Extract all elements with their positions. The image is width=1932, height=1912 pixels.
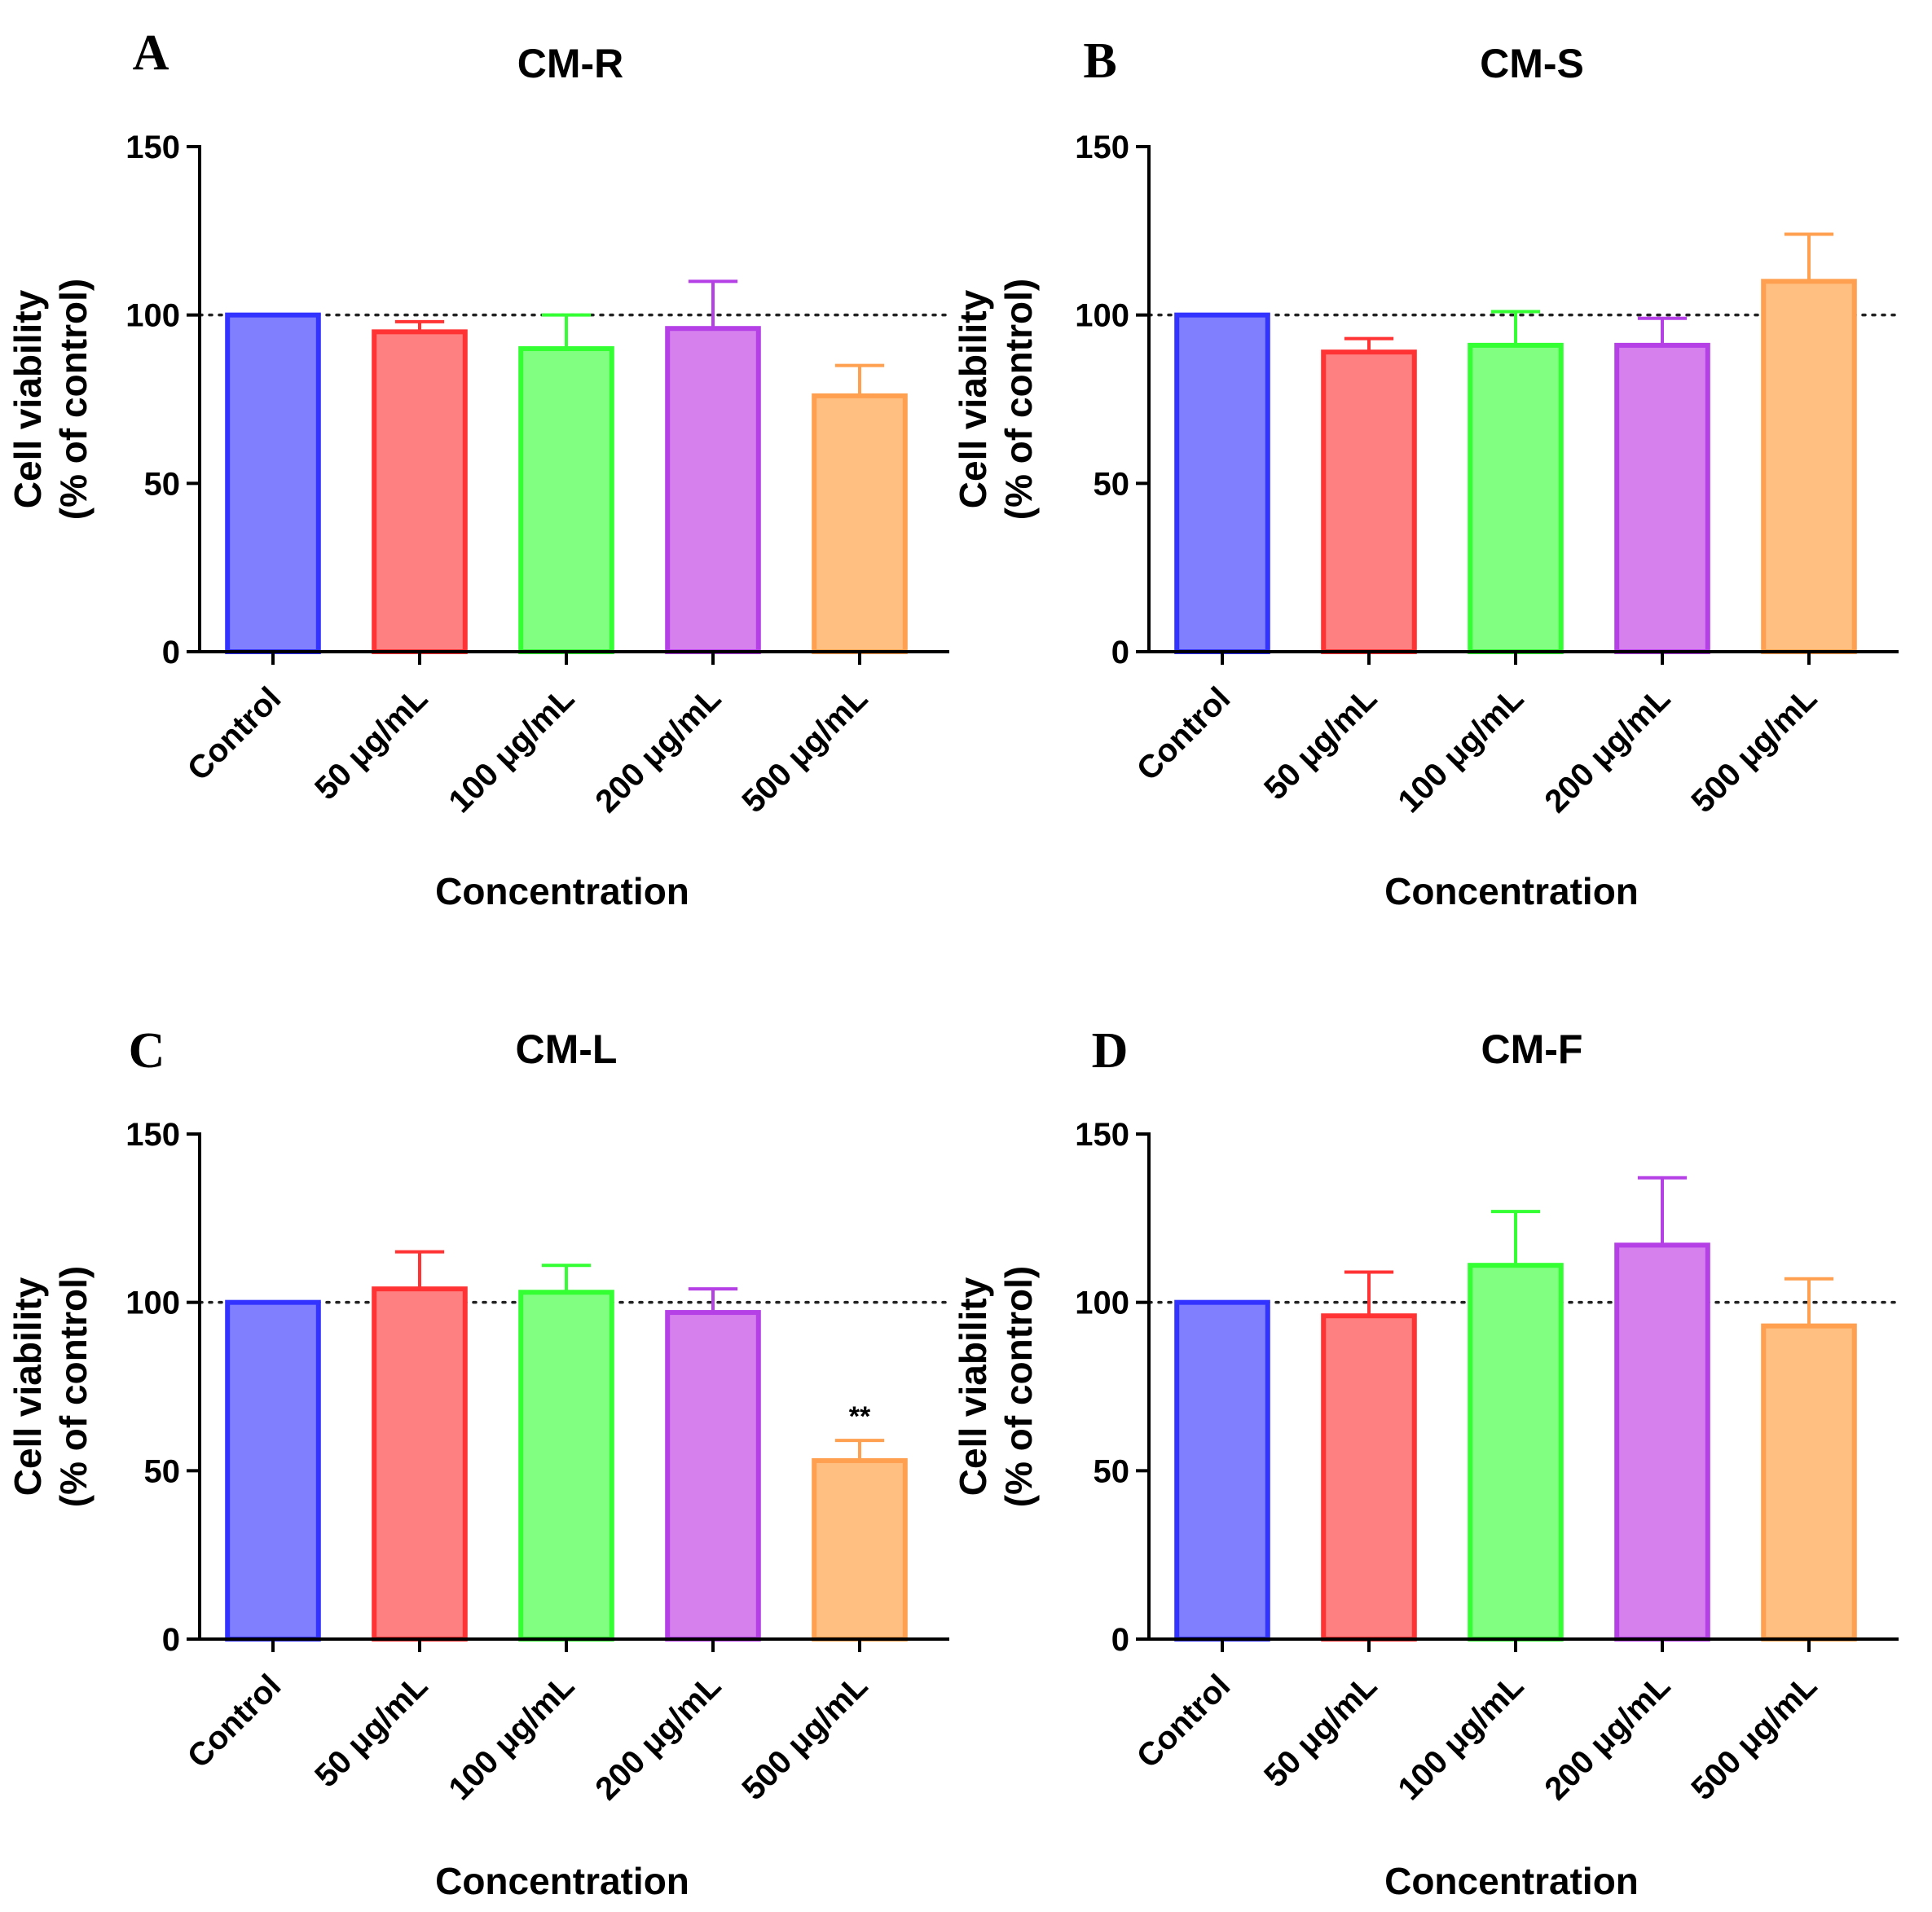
bar-4 — [1614, 1242, 1710, 1642]
y-tick-label: 150 — [125, 1117, 180, 1153]
bar-3 — [518, 1290, 614, 1642]
y-tick-label: 50 — [1094, 466, 1130, 502]
y-tick-label: 100 — [125, 298, 180, 334]
x-tick-label: 200 μg/mL — [1538, 680, 1677, 820]
y-tick-label: 0 — [162, 635, 180, 670]
x-tick-label: 100 μg/mL — [442, 1668, 581, 1807]
bar-5 — [812, 393, 908, 654]
x-tick-label: 100 μg/mL — [1391, 1668, 1530, 1807]
bar-2 — [1321, 1313, 1417, 1642]
y-tick-label: 150 — [1075, 130, 1129, 165]
x-tick-label: 50 μg/mL — [1257, 680, 1384, 807]
bar-1 — [225, 312, 321, 654]
bar-2 — [1321, 349, 1417, 654]
y-axis-title-line1: Cell viability — [952, 1277, 994, 1496]
x-axis-title: Concentration — [435, 870, 689, 912]
y-tick-label: 0 — [1111, 1622, 1129, 1658]
chart-title: CM-F — [1481, 1026, 1583, 1072]
bar-1 — [1174, 1299, 1270, 1642]
y-tick-label: 100 — [1075, 298, 1129, 334]
x-tick-label: 500 μg/mL — [735, 1668, 874, 1807]
x-tick-label: 50 μg/mL — [308, 1668, 434, 1794]
x-axis-title: Concentration — [435, 1860, 689, 1902]
bar-2 — [372, 1286, 468, 1642]
y-axis-title-line2: (% of control) — [52, 1266, 95, 1507]
bar-1 — [225, 1299, 321, 1642]
bar-4 — [1614, 342, 1710, 654]
y-axis-title-line2: (% of control) — [52, 279, 95, 520]
y-tick-label: 100 — [125, 1286, 180, 1321]
y-axis-title: Cell viability(% of control) — [7, 279, 95, 520]
x-tick-label: 500 μg/mL — [1684, 1668, 1824, 1807]
chart-panel-a: A CM-R Cell viability(% of control) 0 50 100 1… — [7, 25, 951, 912]
bar-1 — [1174, 312, 1270, 654]
y-axis-title: Cell viability(% of control) — [7, 1266, 95, 1507]
y-tick-label: 50 — [1094, 1453, 1130, 1489]
panel-letter: D — [1092, 1023, 1129, 1079]
y-tick-label: 50 — [144, 1453, 181, 1489]
x-tick-label: Control — [1130, 1668, 1238, 1775]
y-axis-title-line2: (% of control) — [997, 1266, 1040, 1507]
x-tick-label: 50 μg/mL — [1257, 1668, 1384, 1794]
chart-panel-c: C CM-L Cell viability(% of control) 0 50 100 1… — [7, 1023, 951, 1902]
y-tick-label: 150 — [125, 130, 180, 165]
significance-label: ** — [849, 1401, 871, 1432]
y-tick-label: 100 — [1075, 1286, 1129, 1321]
x-tick-label: 50 μg/mL — [308, 680, 434, 807]
x-tick-label: Control — [1130, 680, 1238, 788]
y-axis-title: Cell viability(% of control) — [952, 279, 1040, 520]
panel-letter: A — [133, 25, 169, 81]
y-axis-title-line1: Cell viability — [7, 1277, 49, 1496]
bar-2 — [372, 329, 468, 654]
x-tick-label: Control — [181, 680, 288, 788]
x-tick-label: 200 μg/mL — [588, 680, 728, 820]
chart-panel-b: B CM-S Cell viability(% of control) 0 50 100 1… — [952, 33, 1900, 912]
y-tick-label: 150 — [1075, 1117, 1129, 1153]
bar-3 — [1468, 1263, 1564, 1642]
bar-4 — [665, 1310, 761, 1642]
bar-3 — [1468, 342, 1564, 654]
x-tick-label: Control — [181, 1668, 288, 1775]
y-axis-title-line2: (% of control) — [997, 279, 1040, 520]
y-tick-label: 0 — [162, 1622, 180, 1658]
chart-title: CM-R — [517, 41, 624, 86]
y-axis-title: Cell viability(% of control) — [952, 1266, 1040, 1507]
x-tick-label: 500 μg/mL — [735, 680, 874, 820]
x-tick-label: 100 μg/mL — [442, 680, 581, 820]
panel-letter: C — [129, 1023, 165, 1079]
x-axis-title: Concentration — [1384, 870, 1639, 912]
chart-title: CM-L — [516, 1026, 618, 1072]
y-axis-title-line1: Cell viability — [952, 289, 994, 508]
bar-3 — [518, 346, 614, 654]
bar-5 — [812, 1457, 908, 1642]
bar-4 — [665, 326, 761, 654]
y-axis-title-line1: Cell viability — [7, 289, 49, 508]
y-tick-label: 0 — [1111, 635, 1129, 670]
panel-letter: B — [1083, 33, 1116, 89]
chart-title: CM-S — [1480, 41, 1584, 86]
x-tick-label: 200 μg/mL — [1538, 1668, 1677, 1807]
bar-5 — [1761, 279, 1857, 654]
x-axis-title: Concentration — [1384, 1860, 1639, 1902]
x-tick-label: 200 μg/mL — [588, 1668, 728, 1807]
x-tick-label: 500 μg/mL — [1684, 680, 1824, 820]
x-tick-label: 100 μg/mL — [1391, 680, 1530, 820]
bar-5 — [1761, 1323, 1857, 1642]
chart-panel-d: D CM-F Cell viability(% of control) 0 50 100 1… — [952, 1023, 1900, 1902]
y-tick-label: 50 — [144, 466, 181, 502]
